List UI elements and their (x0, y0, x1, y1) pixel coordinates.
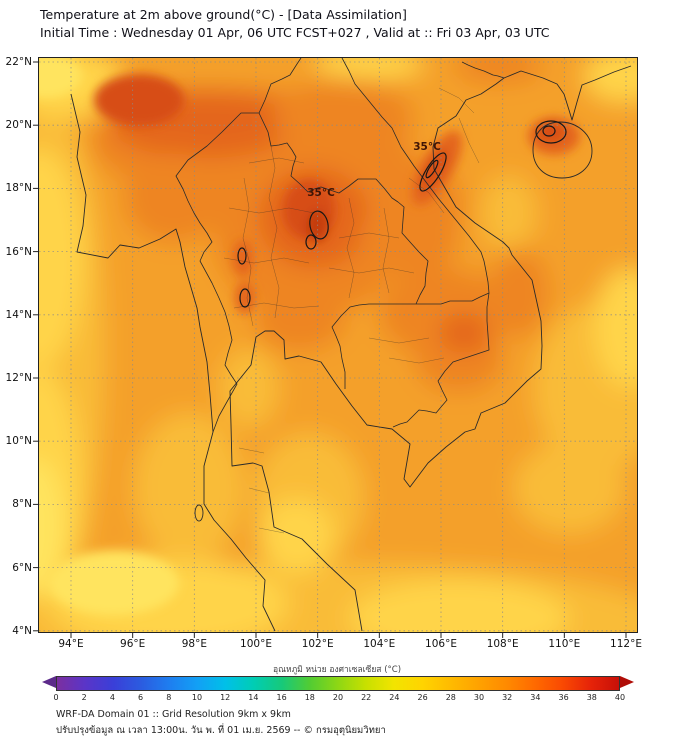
colorbar-tick-label: 16 (276, 693, 287, 702)
y-tick-label: 18°N (5, 182, 32, 195)
border-myanmar-laos-north (221, 57, 302, 133)
y-tick-label: 16°N (5, 245, 32, 258)
border-thailand-cambodia (331, 303, 416, 389)
y-tick-label: 6°N (12, 561, 32, 574)
contour-west-thailand-2 (239, 288, 251, 308)
contour-35c-vietnam-inner (425, 159, 439, 179)
x-tick-label: 106°E (425, 638, 457, 650)
border-thailand-myanmar (175, 131, 238, 433)
contour-35c-vietnam (419, 152, 447, 192)
y-tick-label: 10°N (5, 435, 32, 448)
contour-35c-central (309, 210, 329, 240)
colorbar-tick-label: 20 (332, 693, 344, 702)
colorbar-tick-label: 28 (445, 693, 456, 702)
temp-annotation-vietnam: 35°C (413, 141, 441, 153)
colorbar-tick-label: 8 (166, 693, 172, 702)
x-tick-label: 112°E (610, 638, 642, 650)
country-borders (70, 57, 632, 632)
map-subtitle: Initial Time : Wednesday 01 Apr, 06 UTC … (40, 25, 550, 40)
map-plot-area: 35°C 35°C 94°E 96°E 98°E 100°E 102°E 104°E 106… (6, 56, 642, 650)
colorbar-tick-label: 26 (417, 693, 428, 702)
x-tick-label: 98°E (181, 638, 207, 650)
colorbar-label: อุณหภูมิ หน่วย องศาเซลเซียส (°C) (272, 665, 402, 675)
colorbar-tick-label: 2 (81, 693, 87, 702)
phuket-island (194, 504, 204, 522)
y-tick-label: 12°N (5, 372, 32, 384)
colorbar-tick-label: 40 (614, 693, 626, 702)
x-tick-label: 94°E (58, 638, 84, 650)
x-tick-label: 104°E (363, 638, 396, 650)
colorbar-tick-label: 24 (389, 693, 400, 702)
x-tick-label: 102°E (301, 638, 334, 650)
x-tick-label: 100°E (240, 638, 272, 650)
colorbar-tick-label: 6 (138, 693, 144, 702)
temp-annotation-central: 35°C (307, 187, 335, 199)
y-tick-label: 20°N (5, 119, 32, 132)
contour-35c-central-small (305, 234, 317, 250)
colorbar-tick-label: 4 (109, 693, 115, 702)
border-thailand-laos (258, 112, 429, 305)
y-tick-label: 14°N (5, 308, 32, 321)
coastline-east (229, 65, 632, 632)
map-title: Temperature at 2m above ground(°C) - [Da… (40, 7, 407, 22)
colorbar-tick-label: 34 (530, 693, 541, 702)
contour-35c-hainan (535, 120, 567, 144)
colorbar-tick-label: 38 (586, 693, 597, 702)
hainan-island (532, 121, 593, 179)
colorbar-tick-label: 14 (248, 693, 259, 702)
colorbar-tick-label: 0 (53, 693, 59, 702)
colorbar-tick-label: 18 (304, 693, 315, 702)
y-tick-label: 8°N (12, 498, 32, 511)
border-cambodia-laos (416, 292, 490, 305)
contour-west-thailand-1 (237, 247, 247, 265)
border-laos-vietnam (341, 57, 490, 294)
province-borders (223, 87, 480, 534)
axis-tick-marks (33, 61, 627, 638)
colorbar-tick-label: 30 (473, 693, 485, 702)
colorbar-tick-label: 22 (361, 693, 372, 702)
x-tick-label: 96°E (120, 638, 146, 650)
colorbar-over-arrow (620, 676, 634, 688)
footer-update-info: ปรับปรุงข้อมูล ณ เวลา 13:00น. วัน พ. ที่… (56, 725, 386, 736)
colorbar-tick-label: 36 (558, 693, 569, 702)
colorbar: 0 2 4 6 8 10 12 14 16 18 20 22 24 26 28 30 32 34 36 38 40 (42, 676, 634, 702)
colorbar-under-arrow (42, 676, 56, 688)
x-tick-label: 110°E (548, 638, 581, 650)
temperature-field (39, 58, 637, 632)
colorbar-tick-label: 32 (502, 693, 513, 702)
colorbar-tick-label: 12 (220, 693, 231, 702)
y-tick-label: 22°N (5, 56, 32, 68)
temperature-contours (237, 120, 567, 308)
y-tick-label: 4°N (12, 624, 32, 637)
coastline-west (70, 93, 276, 632)
colorbar-gradient (56, 676, 620, 691)
border-cambodia-vietnam (392, 292, 490, 428)
contour-35c-hainan-inner (542, 125, 556, 137)
colorbar-tick-label: 10 (191, 693, 203, 702)
temperature-map-canvas: 35°C 35°C (33, 57, 637, 638)
x-tick-label: 108°E (486, 638, 519, 650)
border-vietnam-china (461, 61, 505, 79)
colorbar-ticks: 0 2 4 6 8 10 12 14 16 18 20 22 24 26 28 30 32 34 36 38 40 (53, 693, 625, 703)
footer-domain-info: WRF-DA Domain 01 :: Grid Resolution 9km … (56, 709, 291, 720)
